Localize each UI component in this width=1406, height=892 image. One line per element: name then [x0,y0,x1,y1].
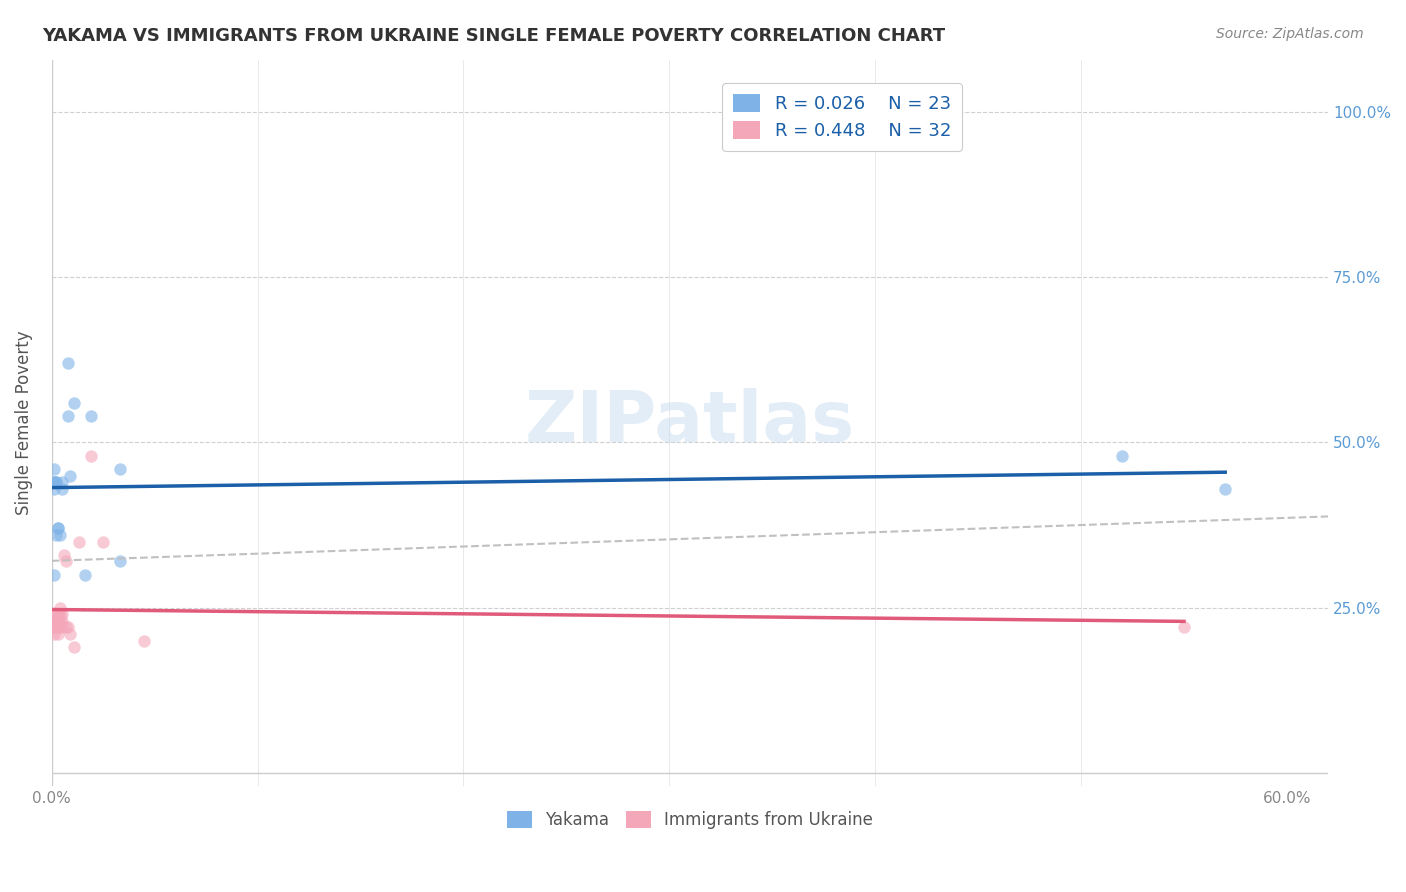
Point [51,607,73,622]
Point [1213,482,1236,496]
Point [45,607,67,622]
Point [108,554,131,568]
Point [51,620,73,634]
Point [46,620,69,634]
Point [42,607,65,622]
Point [51,475,73,489]
Point [67,534,90,549]
Point [46,627,69,641]
Text: YAKAMA VS IMMIGRANTS FROM UKRAINE SINGLE FEMALE POVERTY CORRELATION CHART: YAKAMA VS IMMIGRANTS FROM UKRAINE SINGLE… [42,27,945,45]
Point [42,614,65,628]
Text: Source: ZipAtlas.com: Source: ZipAtlas.com [1216,27,1364,41]
Point [45,475,67,489]
Point [1111,449,1133,463]
Point [58,620,80,634]
Point [91,534,114,549]
Point [45,528,67,542]
Point [51,614,73,628]
Point [46,614,69,628]
Point [63,396,86,410]
Y-axis label: Single Female Poverty: Single Female Poverty [15,330,32,515]
Point [42,475,65,489]
Point [42,462,65,476]
Point [46,521,69,535]
Point [59,627,82,641]
Point [46,521,69,535]
Point [51,482,73,496]
Point [49,607,72,622]
Point [73,567,96,582]
Point [59,468,82,483]
Point [55,620,77,634]
Point [134,633,156,648]
Point [42,620,65,634]
Legend: Yakama, Immigrants from Ukraine: Yakama, Immigrants from Ukraine [501,804,880,836]
Point [80,409,103,423]
Point [42,475,65,489]
Point [45,620,67,634]
Point [108,462,131,476]
Text: ZIPatlas: ZIPatlas [524,388,855,458]
Point [45,475,67,489]
Point [58,356,80,370]
Point [49,600,72,615]
Point [58,409,80,423]
Point [42,482,65,496]
Point [1173,620,1195,634]
Point [46,607,69,622]
Point [55,554,77,568]
Point [45,620,67,634]
Point [45,614,67,628]
Point [80,449,103,463]
Point [49,620,72,634]
Point [42,620,65,634]
Point [49,528,72,542]
Point [49,614,72,628]
Point [45,614,67,628]
Point [42,567,65,582]
Point [53,548,76,562]
Point [42,627,65,641]
Point [63,640,86,655]
